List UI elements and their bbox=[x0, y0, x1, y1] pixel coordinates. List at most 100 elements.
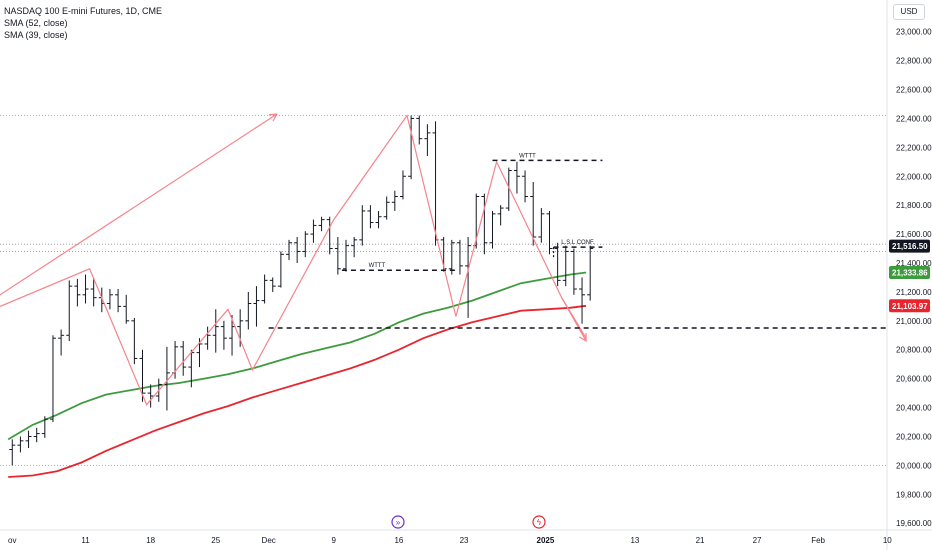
y-tick-label: 22,800.00 bbox=[896, 57, 932, 66]
ohlc-bar bbox=[530, 182, 537, 246]
ohlc-bar bbox=[269, 277, 276, 292]
ohlc-bar bbox=[220, 320, 227, 350]
ohlc-bar bbox=[33, 427, 40, 443]
x-tick-label: 18 bbox=[146, 536, 155, 545]
ohlc-bar bbox=[302, 231, 309, 258]
level-label: WTTT bbox=[519, 153, 536, 159]
x-tick-label: 16 bbox=[394, 536, 403, 545]
y-tick-label: 21,000.00 bbox=[896, 317, 932, 326]
y-tick-label: 23,000.00 bbox=[896, 28, 932, 37]
indicator-sma39-label[interactable]: SMA (39, close) bbox=[4, 30, 68, 40]
ohlc-bar bbox=[49, 335, 56, 423]
ohlc-bar bbox=[139, 349, 146, 402]
sma52-line bbox=[7, 271, 587, 441]
ohlc-bar bbox=[554, 242, 561, 287]
earnings-event-icon[interactable]: ϟ bbox=[532, 515, 546, 529]
ohlc-bar bbox=[375, 210, 382, 229]
y-tick-label: 22,400.00 bbox=[896, 114, 932, 123]
economic-event-icon[interactable]: » bbox=[391, 515, 405, 529]
ohlc-bar bbox=[481, 193, 488, 255]
economic-event-icon-circle bbox=[391, 515, 405, 529]
ohlc-bar bbox=[505, 167, 512, 211]
ohlc-bar bbox=[334, 236, 341, 275]
grid-layer bbox=[0, 115, 887, 466]
sma39-line bbox=[8, 304, 587, 478]
ohlc-bar bbox=[98, 287, 105, 313]
ohlc-bar bbox=[497, 205, 504, 226]
ohlc-bar bbox=[546, 210, 553, 255]
y-tick-label: 22,600.00 bbox=[896, 86, 932, 95]
trend-arrow-up-head bbox=[268, 113, 278, 122]
x-tick-label: 10 bbox=[883, 536, 892, 545]
ohlc-bars[interactable] bbox=[9, 115, 594, 466]
ohlc-bar bbox=[326, 216, 333, 255]
y-tick-label: 20,600.00 bbox=[896, 375, 932, 384]
x-tick-label: 27 bbox=[753, 536, 762, 545]
event-markers[interactable]: » ϟ bbox=[391, 515, 546, 529]
ohlc-bar bbox=[58, 329, 65, 356]
ohlc-bar bbox=[131, 317, 138, 365]
ohlc-bar bbox=[513, 161, 520, 194]
ohlc-bar bbox=[310, 219, 317, 243]
price-tag-bg bbox=[889, 239, 930, 253]
x-tick-label: ov bbox=[8, 536, 16, 545]
ohlc-bar bbox=[237, 309, 244, 347]
ohlc-bar bbox=[359, 205, 366, 246]
ohlc-bar bbox=[522, 170, 529, 203]
ohlc-bar bbox=[204, 326, 211, 350]
price-tag-label: 21,333.86 bbox=[892, 269, 928, 278]
drawings-layer[interactable]: WTTT WTTT L.S.L CONF. bbox=[0, 113, 886, 406]
ohlc-bar bbox=[277, 251, 284, 288]
x-tick-label: Dec bbox=[262, 536, 276, 545]
ohlc-bar bbox=[351, 236, 358, 258]
ohlc-bar bbox=[245, 291, 252, 330]
ohlc-bar bbox=[399, 170, 406, 200]
ohlc-bar bbox=[489, 210, 496, 249]
ohlc-bar bbox=[25, 430, 32, 449]
x-tick-label: 21 bbox=[696, 536, 705, 545]
ohlc-bar bbox=[253, 286, 260, 327]
ohlc-bar bbox=[538, 208, 545, 243]
x-tick-label: 2025 bbox=[537, 536, 555, 545]
y-tick-label: 20,200.00 bbox=[896, 432, 932, 441]
x-tick-label: 25 bbox=[211, 536, 220, 545]
ohlc-bar bbox=[391, 190, 398, 211]
ohlc-bar bbox=[17, 436, 24, 453]
y-tick-label: 21,200.00 bbox=[896, 288, 932, 297]
ohlc-bar bbox=[188, 349, 195, 388]
ohlc-bar bbox=[74, 278, 81, 307]
level-label: L.S.L CONF. bbox=[561, 240, 595, 246]
price-tag-bg bbox=[889, 299, 930, 313]
ohlc-bar bbox=[229, 315, 236, 356]
symbol-title[interactable]: NASDAQ 100 E-mini Futures, 1D, CME bbox=[4, 6, 163, 16]
x-tick-label: 13 bbox=[630, 536, 639, 545]
ohlc-bar bbox=[286, 239, 293, 261]
currency-selector[interactable]: USD bbox=[893, 4, 925, 20]
ohlc-bar bbox=[465, 236, 472, 318]
ohlc-bar bbox=[123, 294, 130, 324]
price-tags: 21,516.50 21,333.86 21,103.97 bbox=[889, 239, 930, 313]
economic-event-icon-glyph: » bbox=[396, 518, 401, 527]
x-tick-label: 23 bbox=[460, 536, 469, 545]
indicator-sma52-label[interactable]: SMA (52, close) bbox=[4, 18, 68, 28]
ohlc-bar bbox=[432, 121, 439, 246]
ohlc-bar bbox=[9, 439, 16, 466]
ohlc-bar bbox=[367, 205, 374, 229]
x-tick-label: 11 bbox=[81, 536, 90, 545]
price-tag-label: 21,516.50 bbox=[892, 242, 928, 251]
ohlc-bar bbox=[383, 196, 390, 220]
ohlc-bar bbox=[212, 309, 219, 353]
y-tick-label: 22,000.00 bbox=[896, 172, 932, 181]
ohlc-bar bbox=[342, 239, 349, 272]
ohlc-bar bbox=[424, 124, 431, 157]
ohlc-bar bbox=[570, 248, 577, 295]
ohlc-bar bbox=[456, 239, 463, 275]
y-tick-label: 20,800.00 bbox=[896, 346, 932, 355]
y-tick-label: 22,200.00 bbox=[896, 143, 932, 152]
x-tick-label: Feb bbox=[811, 536, 825, 545]
ohlc-bar bbox=[416, 115, 423, 145]
ohlc-bar bbox=[408, 115, 415, 180]
trend-arrow-down bbox=[561, 297, 587, 342]
